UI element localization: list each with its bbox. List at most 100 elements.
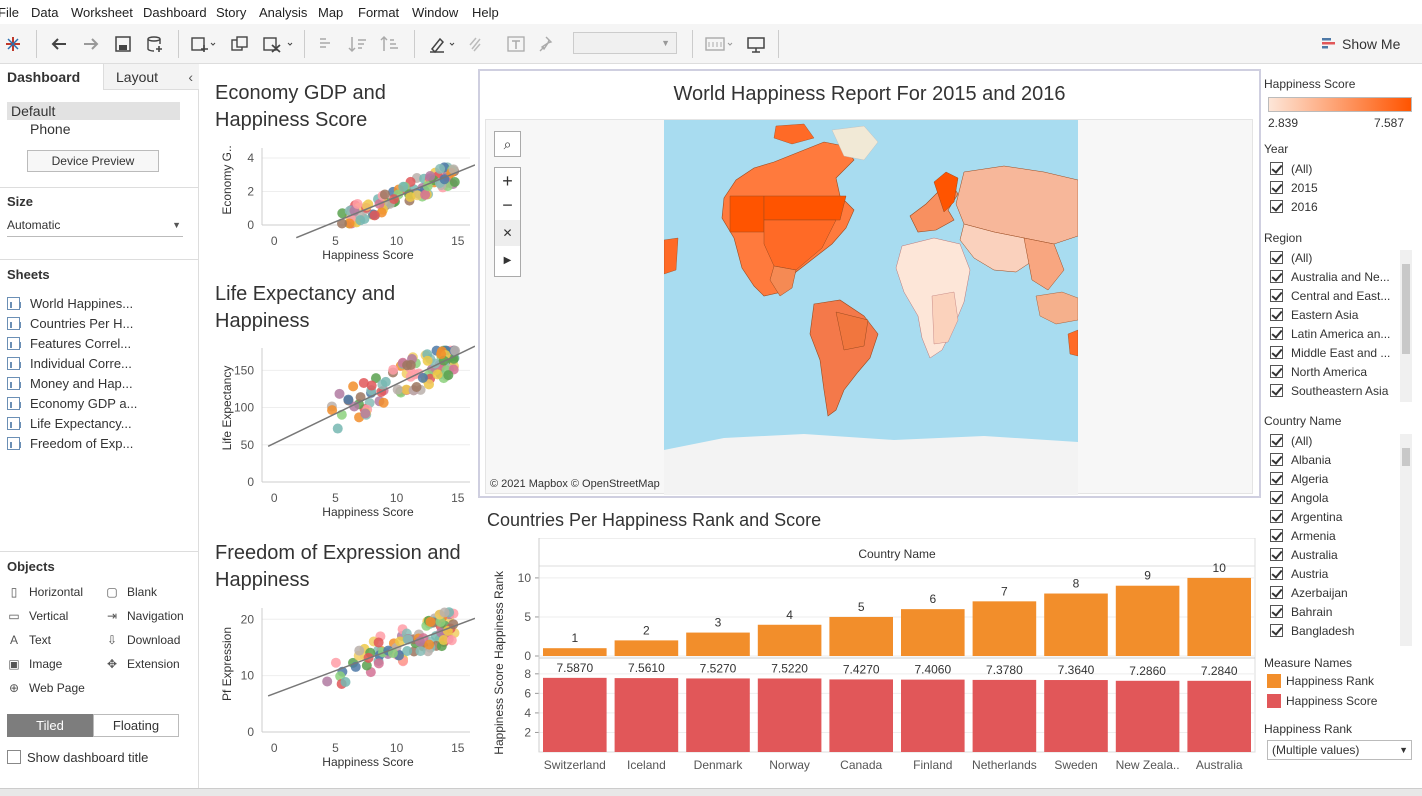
scatter-point[interactable] [354, 645, 365, 656]
scatter-point[interactable] [388, 364, 399, 375]
tableau-logo-icon[interactable] [4, 34, 22, 54]
scatter-point[interactable] [405, 191, 416, 202]
filter-checkbox-item[interactable]: Latin America an... [1270, 325, 1398, 344]
map-view[interactable]: ⌕ + − ✕ ▶ © 2021 Mapbox © OpenStreetMap [485, 119, 1253, 495]
duplicate-sheet-icon[interactable] [230, 34, 250, 54]
filter-checkbox-item[interactable]: Australia and Ne... [1270, 268, 1398, 287]
menu-help[interactable]: Help [472, 5, 499, 20]
bar[interactable] [1115, 585, 1180, 656]
highlight-icon[interactable] [428, 34, 458, 54]
scatter-point[interactable] [355, 215, 366, 226]
filter-checkbox-item[interactable]: Australia [1270, 546, 1398, 565]
bar[interactable] [686, 678, 750, 752]
menu-window[interactable]: Window [412, 5, 459, 20]
checkbox-checked-icon[interactable] [1270, 384, 1283, 397]
tab-dashboard[interactable]: Dashboard [0, 64, 103, 90]
undo-icon[interactable] [50, 34, 68, 54]
sort-descending-icon[interactable] [380, 34, 400, 54]
menu-data[interactable]: Data [31, 5, 59, 20]
bar[interactable] [1187, 680, 1251, 752]
scatter-point[interactable] [402, 360, 413, 371]
scatter-point[interactable] [446, 635, 457, 646]
present-icon[interactable] [746, 34, 766, 54]
sheet-item[interactable]: World Happines... [7, 295, 197, 313]
scatter-point[interactable] [398, 181, 409, 192]
scatter-point[interactable] [322, 676, 333, 687]
show-title-checkbox[interactable] [7, 750, 21, 764]
scatter-point[interactable] [334, 388, 345, 399]
object-item[interactable]: A Text [7, 631, 51, 649]
filter-checkbox-item[interactable]: Central and East... [1270, 287, 1398, 306]
scatter-point[interactable] [439, 607, 450, 618]
scatter-point[interactable] [332, 423, 343, 434]
scatter-point[interactable] [337, 218, 348, 229]
new-worksheet-icon[interactable] [190, 34, 216, 54]
object-item[interactable]: ▢ Blank [105, 583, 157, 601]
checkbox-checked-icon[interactable] [1270, 270, 1283, 283]
rank-dropdown[interactable]: (Multiple values) ▼ [1267, 740, 1412, 760]
filter-checkbox-item[interactable]: Bangladesh [1270, 622, 1398, 641]
world-map[interactable] [664, 120, 1078, 495]
checkbox-checked-icon[interactable] [1270, 624, 1283, 637]
filter-checkbox-item[interactable]: Southeastern Asia [1270, 382, 1398, 401]
bar[interactable] [757, 624, 822, 656]
object-item[interactable]: ▭ Vertical [7, 607, 68, 625]
object-item[interactable]: ▯ Horizontal [7, 583, 83, 601]
checkbox-checked-icon[interactable] [1270, 472, 1283, 485]
menu-dashboard[interactable]: Dashboard [143, 5, 207, 20]
scatter-point[interactable] [442, 625, 453, 636]
bar[interactable] [757, 678, 822, 752]
checkbox-checked-icon[interactable] [1270, 548, 1283, 561]
bar[interactable] [1187, 577, 1251, 656]
checkbox-checked-icon[interactable] [1270, 365, 1283, 378]
scatter-point[interactable] [448, 353, 459, 364]
scatter-point[interactable] [438, 635, 449, 646]
filter-checkbox-item[interactable]: Algeria [1270, 470, 1398, 489]
checkbox-checked-icon[interactable] [1270, 327, 1283, 340]
checkbox-checked-icon[interactable] [1270, 200, 1283, 213]
scatter-point[interactable] [414, 636, 425, 647]
scatter-point[interactable] [352, 198, 363, 209]
checkbox-checked-icon[interactable] [1270, 251, 1283, 264]
scatter-point[interactable] [360, 408, 371, 419]
filter-checkbox-item[interactable]: Eastern Asia [1270, 306, 1398, 325]
scatter-point[interactable] [425, 616, 436, 627]
bar[interactable] [901, 679, 965, 752]
map-search-icon[interactable]: ⌕ [494, 131, 521, 157]
scatter-point[interactable] [435, 616, 446, 627]
scatter-point[interactable] [425, 171, 436, 182]
scatter-point[interactable] [449, 176, 460, 187]
new-datasource-icon[interactable] [146, 34, 164, 54]
menu-analysis[interactable]: Analysis [259, 5, 308, 20]
zoom-in-icon[interactable]: + [502, 171, 513, 191]
object-item[interactable]: ✥ Extension [105, 655, 180, 673]
filter-checkbox-item[interactable]: Angola [1270, 489, 1398, 508]
measure-item-score[interactable]: Happiness Score [1267, 694, 1377, 708]
bar[interactable] [901, 609, 965, 656]
collapse-icon[interactable]: ‹ [188, 69, 193, 85]
reset-map-icon[interactable]: ✕ [495, 220, 520, 246]
filter-checkbox-item[interactable]: Armenia [1270, 527, 1398, 546]
filter-checkbox-item[interactable]: 2016 [1270, 198, 1398, 217]
menu-worksheet[interactable]: Worksheet [71, 5, 133, 20]
scatter-point[interactable] [423, 379, 434, 390]
object-item[interactable]: ▣ Image [7, 655, 62, 673]
redo-icon[interactable] [82, 34, 100, 54]
fix-axes-icon[interactable] [536, 34, 556, 54]
scatter-point[interactable] [420, 189, 431, 200]
bar[interactable] [972, 601, 1037, 656]
checkbox-checked-icon[interactable] [1270, 567, 1283, 580]
bar[interactable] [614, 678, 679, 752]
device-phone[interactable]: Phone [30, 121, 71, 137]
tiled-button[interactable]: Tiled [7, 714, 93, 737]
filter-checkbox-item[interactable]: Azerbaijan [1270, 584, 1398, 603]
scatter-point[interactable] [330, 657, 341, 668]
group-members-icon[interactable] [466, 34, 486, 54]
zoom-out-icon[interactable]: − [502, 195, 513, 215]
clear-sheet-icon[interactable] [262, 34, 294, 54]
checkbox-checked-icon[interactable] [1270, 586, 1283, 599]
checkbox-checked-icon[interactable] [1270, 510, 1283, 523]
filter-checkbox-item[interactable]: North America [1270, 363, 1398, 382]
checkbox-checked-icon[interactable] [1270, 289, 1283, 302]
tab-layout[interactable]: Layout ‹ [103, 64, 199, 90]
